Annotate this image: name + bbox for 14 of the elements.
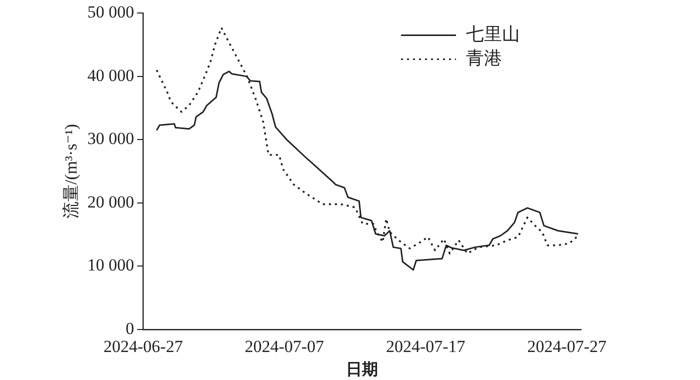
y-tick-label: 50 000	[87, 2, 134, 22]
y-tick-label: 10 000	[87, 256, 134, 275]
y-axis-title: 流量/(m³·s⁻¹)	[62, 124, 81, 219]
legend-label: 七里山	[466, 24, 520, 44]
y-tick-label: 0	[126, 318, 134, 338]
y-tick-label: 40 000	[87, 66, 134, 85]
y-tick-label: 30 000	[87, 129, 134, 148]
x-tick-label: 2024-07-27	[527, 337, 608, 356]
x-tick-label: 2024-07-07	[244, 337, 325, 356]
x-tick-label: 2024-06-27	[103, 337, 184, 356]
x-axis-title: 日期	[346, 360, 378, 379]
x-tick-label: 2024-07-17	[386, 337, 466, 356]
y-tick-label: 20 000	[87, 192, 134, 212]
legend-label: 青港	[466, 48, 502, 68]
